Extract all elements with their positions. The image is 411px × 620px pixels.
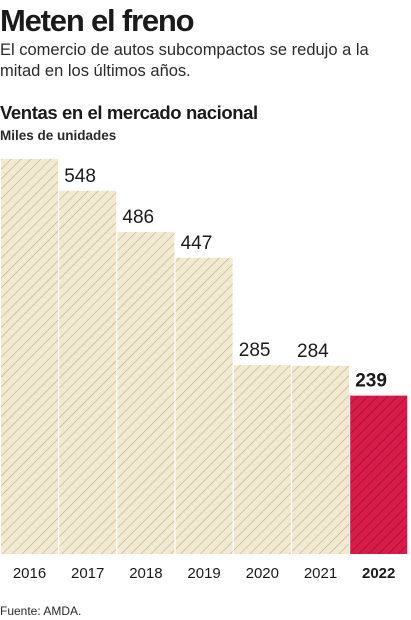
dek: El comercio de autos subcompactos se red… xyxy=(0,41,369,80)
bar-2020 xyxy=(233,365,291,554)
bar-2021 xyxy=(292,365,349,554)
chart-subtitle: Miles de unidades xyxy=(0,128,117,143)
bar-2017 xyxy=(59,190,117,554)
value-label-2019: 447 xyxy=(181,233,213,254)
bar-2018 xyxy=(117,231,175,554)
value-label-2020: 285 xyxy=(239,340,271,361)
value-label-2017: 548 xyxy=(64,166,96,187)
source-note: Fuente: AMDA. xyxy=(0,604,82,618)
x-tick-label-2021: 2021 xyxy=(304,565,337,582)
bar-2022 xyxy=(350,395,408,554)
value-label-2021: 284 xyxy=(297,341,329,362)
chart-title: Ventas en el mercado nacional xyxy=(0,102,258,123)
x-tick-label-2018: 2018 xyxy=(129,565,162,582)
bar-2019 xyxy=(175,257,233,554)
x-tick-label-2022: 2022 xyxy=(362,565,395,582)
x-tick-label-2019: 2019 xyxy=(187,565,220,582)
x-tick-label-2017: 2017 xyxy=(71,565,104,582)
bar-2016 xyxy=(1,159,58,554)
bar-chart: 596 548 486 447 285 284 239 2016 2017 2018 2019 20… xyxy=(1,150,408,582)
value-label-2022: 239 xyxy=(355,371,387,392)
value-label-2018: 486 xyxy=(122,207,154,228)
x-tick-label-2020: 2020 xyxy=(246,565,279,582)
headline: Meten el freno xyxy=(0,3,195,38)
value-label-2016: 596 xyxy=(6,150,38,155)
x-tick-label-2016: 2016 xyxy=(13,565,46,582)
